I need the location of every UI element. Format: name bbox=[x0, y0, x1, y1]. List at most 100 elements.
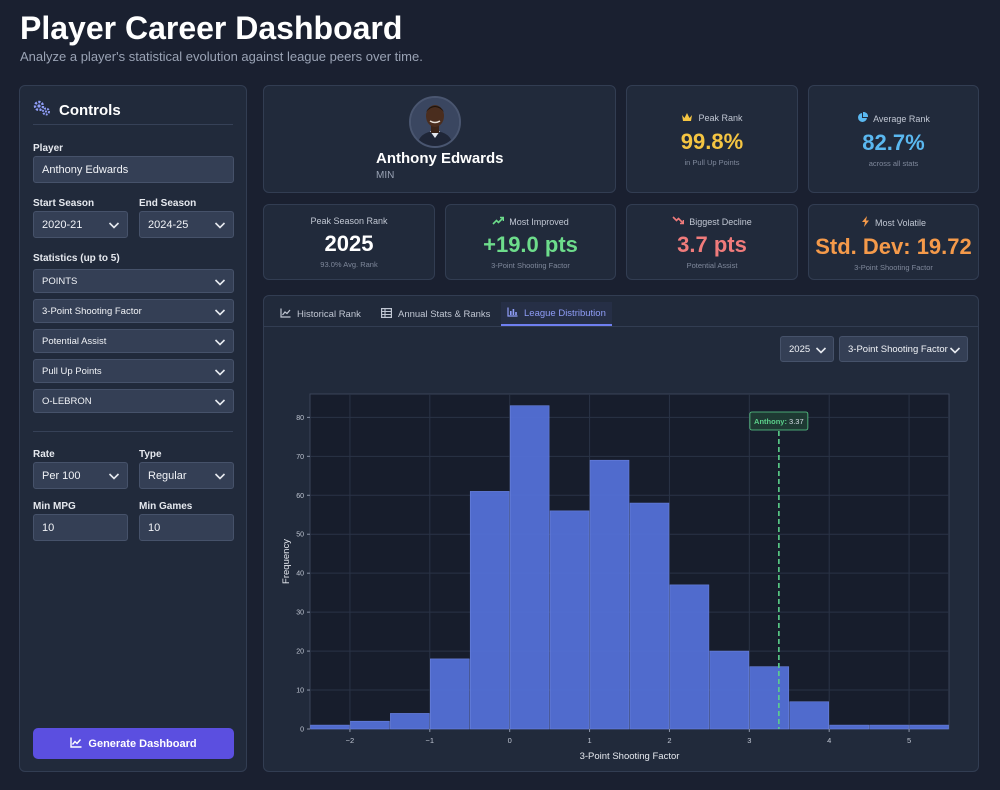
stat-select-1[interactable]: POINTS bbox=[33, 269, 234, 293]
histogram-bar bbox=[789, 701, 829, 730]
line-chart-icon bbox=[280, 308, 291, 321]
bar-chart-icon bbox=[507, 307, 518, 320]
type-label: Type bbox=[139, 449, 162, 460]
x-tick-label: 3 bbox=[747, 736, 751, 745]
most-volatile-title-row: Most Volatile bbox=[861, 216, 926, 229]
x-tick-label: 2 bbox=[667, 736, 671, 745]
controls-title: Controls bbox=[59, 101, 121, 119]
peak-rank-card: Peak Rank 99.8% in Pull Up Points bbox=[626, 85, 798, 193]
min-mpg-value: 10 bbox=[42, 521, 55, 534]
most-volatile-value: Std. Dev: 19.72 bbox=[815, 234, 972, 259]
distribution-stat-value: 3-Point Shooting Factor bbox=[848, 343, 948, 355]
stat-select-5[interactable]: O-LEBRON bbox=[33, 389, 234, 413]
tabs-divider bbox=[264, 326, 978, 327]
player-input[interactable]: Anthony Edwards bbox=[33, 156, 234, 183]
start-season-select[interactable]: 2020-21 bbox=[33, 211, 128, 238]
stat-select-2-value: 3-Point Shooting Factor bbox=[42, 305, 142, 317]
min-games-value: 10 bbox=[148, 521, 161, 534]
y-tick-label: 50 bbox=[296, 532, 304, 539]
controls-divider bbox=[33, 431, 233, 432]
histogram-bar bbox=[909, 724, 949, 730]
biggest-decline-value: 3.7 pts bbox=[677, 232, 747, 257]
histogram-bar bbox=[350, 720, 390, 730]
type-value: Regular bbox=[148, 469, 187, 482]
average-rank-value: 82.7% bbox=[862, 130, 925, 155]
average-rank-title-row: Average Rank bbox=[857, 111, 930, 125]
chevron-down-icon bbox=[214, 309, 226, 316]
histogram-bar bbox=[469, 491, 510, 730]
y-tick-label: 10 bbox=[296, 688, 304, 695]
peak-rank-sub: in Pull Up Points bbox=[684, 158, 740, 167]
stat-select-5-value: O-LEBRON bbox=[42, 395, 92, 407]
page-title: Player Career Dashboard bbox=[20, 10, 403, 46]
distribution-stat-select[interactable]: 3-Point Shooting Factor bbox=[839, 336, 968, 362]
stat-select-3-value: Potential Assist bbox=[42, 335, 107, 347]
x-tick-label: −1 bbox=[426, 736, 435, 745]
tab-annual-stats[interactable]: Annual Stats & Ranks bbox=[375, 302, 496, 326]
tab-historical-rank[interactable]: Historical Rank bbox=[274, 302, 367, 326]
average-rank-title: Average Rank bbox=[873, 113, 930, 124]
player-input-value: Anthony Edwards bbox=[42, 163, 129, 176]
rate-select[interactable]: Per 100 bbox=[33, 462, 128, 489]
controls-header: Controls bbox=[33, 100, 121, 120]
tab-historical-rank-label: Historical Rank bbox=[297, 308, 361, 320]
y-tick-label: 0 bbox=[300, 727, 304, 734]
biggest-decline-sub: Potential Assist bbox=[686, 261, 738, 270]
trend-down-icon bbox=[672, 216, 685, 227]
histogram-bar bbox=[749, 666, 790, 730]
biggest-decline-title: Biggest Decline bbox=[689, 216, 752, 227]
gears-icon bbox=[33, 100, 51, 120]
player-name: Anthony Edwards bbox=[376, 150, 504, 167]
chevron-down-icon bbox=[949, 347, 961, 354]
tab-annual-stats-label: Annual Stats & Ranks bbox=[398, 308, 491, 320]
player-label: Player bbox=[33, 143, 64, 154]
page-subtitle: Analyze a player's statistical evolution… bbox=[20, 49, 423, 64]
peak-rank-title-row: Peak Rank bbox=[681, 112, 743, 124]
most-improved-sub: 3-Point Shooting Factor bbox=[491, 261, 570, 270]
most-improved-card: Most Improved +19.0 pts 3-Point Shooting… bbox=[445, 204, 616, 280]
player-marker-name: Anthony: bbox=[754, 417, 787, 426]
season-select[interactable]: 2025 bbox=[780, 336, 834, 362]
biggest-decline-card: Biggest Decline 3.7 pts Potential Assist bbox=[626, 204, 798, 280]
average-rank-sub: across all stats bbox=[868, 159, 919, 168]
stat-select-4-value: Pull Up Points bbox=[42, 365, 102, 377]
type-select[interactable]: Regular bbox=[139, 462, 234, 489]
end-season-value: 2024-25 bbox=[148, 218, 189, 231]
histogram-bar bbox=[829, 724, 869, 730]
min-games-input[interactable]: 10 bbox=[139, 514, 234, 541]
league-distribution-chart: −2 −1 0 1 2 3 4 5 0 10 20 30 40 50 60 70 80 3-Point Sho… bbox=[281, 393, 950, 762]
chart-line-icon bbox=[70, 737, 82, 751]
stat-select-3[interactable]: Potential Assist bbox=[33, 329, 234, 353]
histogram-bar bbox=[310, 724, 350, 730]
min-games-label: Min Games bbox=[139, 501, 193, 512]
min-mpg-input[interactable]: 10 bbox=[33, 514, 128, 541]
player-marker-box bbox=[749, 411, 809, 431]
x-tick-label: 5 bbox=[907, 736, 911, 745]
table-icon bbox=[381, 307, 393, 321]
player-team: MIN bbox=[376, 170, 395, 181]
stat-select-4[interactable]: Pull Up Points bbox=[33, 359, 234, 383]
end-season-select[interactable]: 2024-25 bbox=[139, 211, 234, 238]
biggest-decline-title-row: Biggest Decline bbox=[672, 216, 752, 227]
histogram-bar bbox=[629, 502, 670, 730]
x-tick-label: 1 bbox=[587, 736, 591, 745]
x-axis-label: 3-Point Shooting Factor bbox=[580, 751, 680, 762]
tab-league-distribution-label: League Distribution bbox=[524, 307, 606, 319]
avatar bbox=[409, 96, 461, 148]
plot-area bbox=[309, 393, 950, 730]
histogram-bar bbox=[589, 459, 630, 730]
histogram-bar bbox=[669, 584, 710, 730]
start-season-value: 2020-21 bbox=[42, 218, 83, 231]
chevron-down-icon bbox=[815, 347, 827, 354]
peak-season-card: Peak Season Rank 2025 93.0% Avg. Rank bbox=[263, 204, 435, 280]
tab-league-distribution[interactable]: League Distribution bbox=[501, 302, 612, 326]
y-tick-label: 30 bbox=[296, 610, 304, 617]
y-tick-label: 70 bbox=[296, 454, 304, 461]
player-marker-label: Anthony: 3.37 bbox=[754, 417, 804, 426]
crown-icon bbox=[681, 112, 693, 124]
stat-select-2[interactable]: 3-Point Shooting Factor bbox=[33, 299, 234, 323]
generate-dashboard-button[interactable]: Generate Dashboard bbox=[33, 728, 234, 759]
pie-chart-icon bbox=[857, 111, 869, 125]
average-rank-card: Average Rank 82.7% across all stats bbox=[808, 85, 979, 193]
peak-season-sub: 93.0% Avg. Rank bbox=[320, 260, 378, 269]
